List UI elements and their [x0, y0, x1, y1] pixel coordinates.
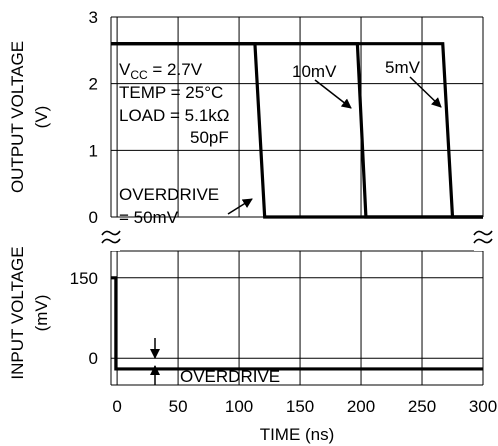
input-trace-0	[111, 276, 483, 371]
y-tick-label-upper: 1	[89, 141, 98, 160]
annotation-overdrive-50mv-line1: OVERDRIVE	[119, 185, 219, 204]
y-axis-label-lower-line2: (mV)	[32, 295, 51, 332]
arrow-50mv	[227, 198, 253, 215]
x-tick-label: 50	[169, 397, 188, 416]
x-tick-label: 300	[469, 397, 497, 416]
grid-lines	[110, 16, 484, 386]
axis-break-mark-left	[101, 238, 121, 244]
x-tick-label: 100	[225, 397, 253, 416]
x-tick-label: 250	[408, 397, 436, 416]
annotation-arrows	[150, 76, 442, 385]
axis-break-mark-right	[473, 238, 493, 244]
output-trace-2	[111, 42, 483, 219]
condition-load: LOAD = 5.1kΩ	[119, 106, 230, 125]
axis-break-gap	[474, 225, 492, 251]
y-tick-label-upper: 2	[89, 75, 98, 94]
y-tick-label-lower: 150	[70, 269, 98, 288]
axis-break-gap	[102, 225, 120, 251]
condition-vcc: VCC = 2.7V	[119, 60, 203, 82]
axis-break-marks	[101, 225, 493, 251]
annotation-5mv: 5mV	[385, 58, 421, 77]
x-axis-label: TIME (ns)	[260, 425, 335, 444]
y-axis-label-upper-line2: (V)	[32, 106, 51, 129]
axis-break-mark-left	[101, 230, 121, 236]
y-axis-label-upper-line1: OUTPUT VOLTAGE	[8, 41, 27, 193]
y-tick-label-upper: 0	[89, 208, 98, 227]
x-tick-label: 200	[347, 397, 375, 416]
arrow-5mv	[409, 76, 442, 108]
x-tick-label: 150	[286, 397, 314, 416]
condition-temp: TEMP = 25°C	[119, 83, 223, 102]
x-tick-label: 0	[112, 397, 121, 416]
chart-labels: 0 50 100 150 200 250 300 0 1 2 3 0 150 TIME (ns) OUTPU…	[8, 8, 497, 444]
annotation-10mv: 10mV	[292, 62, 337, 81]
condition-cap: 50pF	[190, 128, 229, 147]
arrow-10mv	[314, 79, 352, 109]
y-tick-label-lower: 0	[89, 349, 98, 368]
y-axis-label-lower-line1: INPUT VOLTAGE	[8, 246, 27, 379]
axis-break-mark-right	[473, 230, 493, 236]
y-tick-label-upper: 3	[89, 8, 98, 27]
series-traces	[111, 42, 483, 371]
annotation-overdrive-bottom: OVERDRIVE	[180, 367, 280, 386]
annotation-overdrive-50mv-line2: = 50mV	[119, 208, 179, 227]
